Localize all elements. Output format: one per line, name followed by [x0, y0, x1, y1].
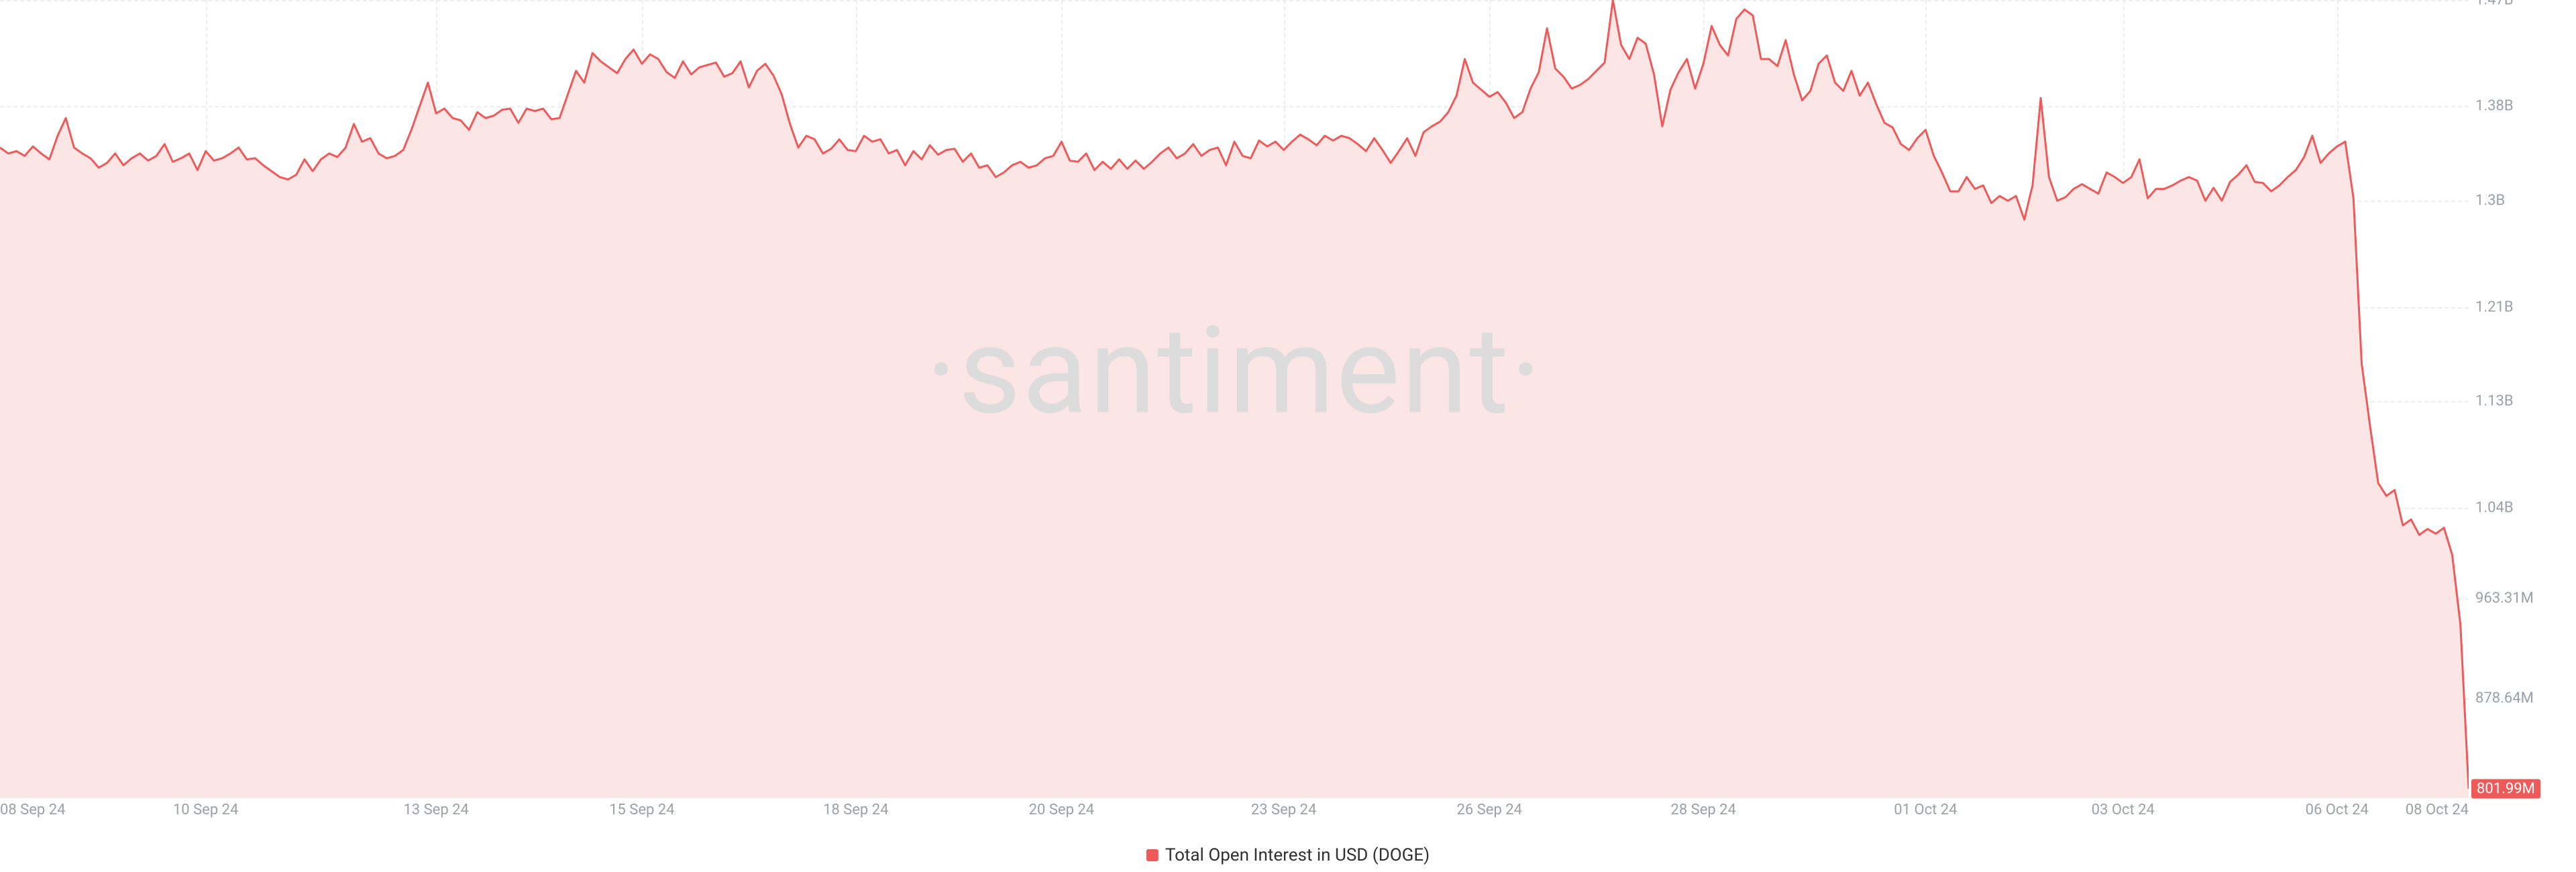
legend-swatch: [1146, 849, 1159, 861]
x-tick-label: 28 Sep 24: [1670, 802, 1735, 818]
x-tick-label: 26 Sep 24: [1457, 802, 1522, 818]
y-tick-label: 1.47B: [2475, 0, 2514, 9]
legend: Total Open Interest in USD (DOGE): [1146, 845, 1430, 865]
area-series: [0, 0, 2469, 798]
y-axis: 1.47B 1.38B 1.3B 1.21B 1.13B 1.04B 963.31M 878.…: [2469, 0, 2576, 798]
x-tick-label: 06 Oct 24: [2306, 802, 2369, 818]
x-tick-label: 08 Sep 24: [0, 802, 65, 818]
x-tick-label: 15 Sep 24: [609, 802, 674, 818]
y-tick-label: 1.3B: [2475, 193, 2505, 209]
x-tick-label: 01 Oct 24: [1894, 802, 1957, 818]
plot-area: ·santiment·: [0, 0, 2469, 798]
y-tick-label: 1.38B: [2475, 98, 2514, 115]
y-tick-label: 963.31M: [2475, 590, 2534, 606]
y-tick-label: 878.64M: [2475, 690, 2534, 706]
x-tick-label: 23 Sep 24: [1251, 802, 1316, 818]
x-tick-label: 08 Oct 24: [2406, 802, 2469, 818]
y-tick-label: 1.04B: [2475, 499, 2514, 516]
y-tick-label: 1.13B: [2475, 393, 2514, 410]
x-tick-label: 10 Sep 24: [173, 802, 238, 818]
x-tick-label: 03 Oct 24: [2092, 802, 2155, 818]
x-tick-label: 20 Sep 24: [1029, 802, 1094, 818]
x-axis: 08 Sep 24 10 Sep 24 13 Sep 24 15 Sep 24 18 S…: [0, 798, 2469, 825]
x-tick-label: 13 Sep 24: [403, 802, 468, 818]
x-tick-label: 18 Sep 24: [823, 802, 888, 818]
chart-container: ·santiment· 1.47B 1.38B 1.3B 1.21B 1.13B 1.04…: [0, 0, 2576, 872]
current-value-badge: 801.99M: [2471, 779, 2540, 798]
legend-label: Total Open Interest in USD (DOGE): [1165, 845, 1430, 865]
y-tick-label: 1.21B: [2475, 298, 2514, 315]
